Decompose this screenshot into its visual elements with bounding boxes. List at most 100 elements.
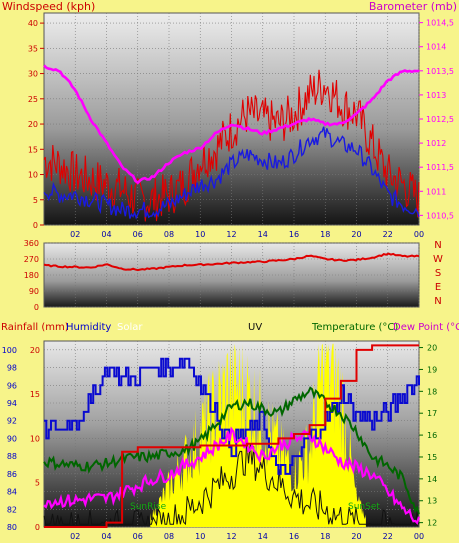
top-x-tick-label: 00 [414, 230, 424, 239]
temp-tick-label: 16 [427, 431, 437, 440]
baro-tick-label: 1012 [426, 139, 446, 148]
rain-y-axis: 0 5 10 15 20 [30, 346, 40, 532]
humidity-tick-label: 96 [7, 381, 17, 390]
humidity-tick-label: 86 [7, 470, 17, 479]
top-x-tick-label: 18 [320, 230, 330, 239]
direction-y-axis: 0 90 180 270 360 [24, 239, 39, 312]
direction-tick-label: 90 [29, 287, 39, 296]
wind-baro-x-axis: 02 04 06 08 10 12 14 16 18 20 22 00 [70, 230, 424, 239]
wind-tick-label: 5 [33, 196, 38, 205]
top-x-tick-label: 04 [101, 230, 111, 239]
solar-area [150, 343, 366, 527]
bottom-x-tick-label: 18 [320, 532, 330, 541]
temp-tick-label: 14 [427, 475, 437, 484]
wind-tick-label: 25 [28, 95, 38, 104]
bottom-x-tick-label: 12 [226, 532, 236, 541]
barometer-line [43, 64, 420, 185]
rain-tick-label: 20 [30, 346, 40, 355]
wind-y-axis: 0 5 10 15 20 25 30 35 40 [28, 19, 44, 230]
baro-tick-label: 1012,5 [426, 115, 454, 124]
top-x-tick-label: 10 [195, 230, 205, 239]
solar-legend-label: Solar [117, 322, 143, 333]
humidity-tick-label: 88 [7, 452, 17, 461]
top-x-tick-label: 02 [70, 230, 80, 239]
compass-letter: N [434, 296, 441, 307]
temp-tick-label: 18 [427, 387, 437, 396]
humidity-tick-label: 94 [7, 399, 17, 408]
temp-tick-label: 19 [427, 365, 437, 374]
rain-temp-x-axis: 02 04 06 08 10 12 14 16 18 20 22 00 [70, 532, 424, 541]
baro-tick-label: 1014 [426, 43, 446, 52]
wind-tick-label: 40 [28, 19, 38, 28]
humidity-y-axis: 80 82 84 86 88 90 92 94 96 98 100 [2, 346, 17, 532]
bottom-x-tick-label: 14 [258, 532, 268, 541]
compass-letter: N [434, 240, 441, 251]
bottom-x-tick-label: 10 [195, 532, 205, 541]
baro-tick-label: 1011,5 [426, 163, 454, 172]
humidity-tick-label: 98 [7, 364, 17, 373]
bottom-x-tick-label: 06 [133, 532, 143, 541]
temp-tick-label: 12 [427, 519, 437, 528]
bottom-x-tick-label: 16 [289, 532, 299, 541]
humidity-tick-label: 100 [2, 346, 17, 355]
top-x-tick-label: 12 [226, 230, 236, 239]
rain-temp-series [43, 343, 421, 528]
humidity-tick-label: 84 [7, 488, 17, 497]
top-x-tick-label: 20 [351, 230, 361, 239]
baro-y-axis: 1010,5 1011 1011,5 1012 1012,5 1013 1013,5 1014… [419, 19, 454, 220]
top-x-tick-label: 08 [164, 230, 174, 239]
wind-gust-line [43, 69, 420, 222]
rainfall-line [44, 344, 419, 528]
rain-tick-label: 10 [30, 434, 40, 443]
temperature-line [43, 386, 420, 515]
wind-tick-label: 0 [33, 221, 38, 230]
dewpoint-line [43, 426, 421, 525]
wind-tick-label: 20 [28, 120, 38, 129]
compass-letter: S [435, 268, 441, 279]
direction-series [43, 252, 420, 272]
rain-tick-label: 15 [30, 390, 40, 399]
temperature-axis-title: Temperature (°C) [311, 322, 398, 333]
baro-tick-label: 1010,5 [426, 211, 454, 220]
baro-tick-label: 1013 [426, 91, 446, 100]
sunset-label: SunSet [348, 502, 380, 512]
temp-y-axis: 12 13 14 15 16 17 18 19 20 [419, 344, 437, 528]
wind-axis-title: Windspeed (kph) [2, 0, 95, 13]
top-x-tick-label: 16 [289, 230, 299, 239]
bottom-x-tick-label: 20 [351, 532, 361, 541]
wind-baro-series [43, 64, 420, 222]
baro-axis-title: Barometer (mb) [369, 0, 457, 13]
direction-tick-label: 180 [24, 271, 39, 280]
bottom-x-tick-label: 04 [101, 532, 111, 541]
wind-tick-label: 15 [28, 145, 38, 154]
bottom-x-tick-label: 22 [383, 532, 393, 541]
humidity-axis-title: Humidity [66, 322, 111, 333]
direction-tick-label: 0 [34, 303, 39, 312]
temp-tick-label: 17 [427, 409, 437, 418]
baro-tick-label: 1013,5 [426, 67, 454, 76]
compass-letter: W [433, 254, 443, 265]
temp-tick-label: 20 [427, 344, 437, 353]
direction-tick-label: 360 [24, 239, 39, 248]
dewpoint-axis-title: Dew Point (°C [393, 322, 459, 333]
humidity-tick-label: 80 [7, 523, 17, 532]
temp-tick-label: 15 [427, 453, 437, 462]
top-x-tick-label: 06 [133, 230, 143, 239]
wind-average-line [43, 126, 420, 220]
rain-tick-label: 0 [35, 523, 40, 532]
wind-tick-label: 35 [28, 44, 38, 53]
uv-legend-label: UV [248, 322, 262, 333]
wind-direction-line [43, 252, 420, 272]
humidity-tick-label: 92 [7, 417, 17, 426]
compass-letter: E [435, 282, 441, 293]
rain-tick-label: 5 [35, 479, 40, 488]
baro-tick-label: 1014,5 [426, 19, 454, 28]
wind-tick-label: 10 [28, 171, 38, 180]
humidity-tick-label: 90 [7, 434, 17, 443]
bottom-x-tick-label: 02 [70, 532, 80, 541]
